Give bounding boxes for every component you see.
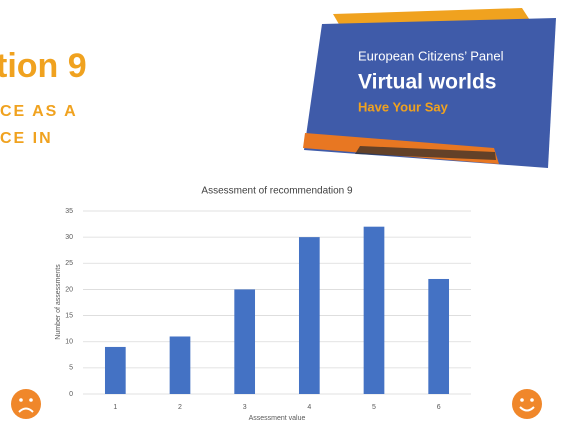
y-tick-label: 25	[65, 260, 73, 267]
subheading: CE AS A	[0, 103, 78, 120]
y-tick-label: 10	[65, 339, 73, 346]
bar	[169, 336, 191, 394]
x-axis-label: Assessment value	[249, 415, 306, 422]
x-tick-label: 3	[243, 404, 247, 411]
y-tick-label: 15	[65, 312, 73, 319]
x-tick-label: 5	[372, 404, 376, 411]
y-tick-label: 20	[65, 286, 73, 293]
y-tick-label: 0	[69, 391, 73, 398]
banner-text: European Citizens’ Panel	[358, 48, 504, 63]
bar	[363, 226, 385, 394]
y-tick-label: 5	[69, 365, 73, 372]
bar	[104, 346, 126, 394]
happy-face	[512, 389, 542, 419]
y-tick-label: 35	[65, 208, 73, 215]
banner-text: Have Your Say	[358, 99, 449, 114]
heading: tion 9	[0, 47, 87, 85]
bar	[428, 278, 450, 394]
x-tick-label: 2	[178, 404, 182, 411]
x-tick-label: 6	[437, 404, 441, 411]
banner	[304, 18, 556, 168]
y-axis-label: Number of assessments	[55, 264, 62, 340]
x-tick-label: 4	[307, 404, 311, 411]
banner-shadow	[355, 146, 496, 160]
chart-title: Assessment of recommendation 9	[201, 186, 353, 197]
bar	[234, 289, 256, 394]
banner-title: Virtual worlds	[358, 71, 496, 94]
bar	[298, 237, 320, 394]
subheading: CE IN	[0, 130, 53, 147]
x-tick-label: 1	[113, 404, 117, 411]
y-tick-label: 30	[65, 234, 73, 241]
sad-face	[11, 389, 41, 419]
